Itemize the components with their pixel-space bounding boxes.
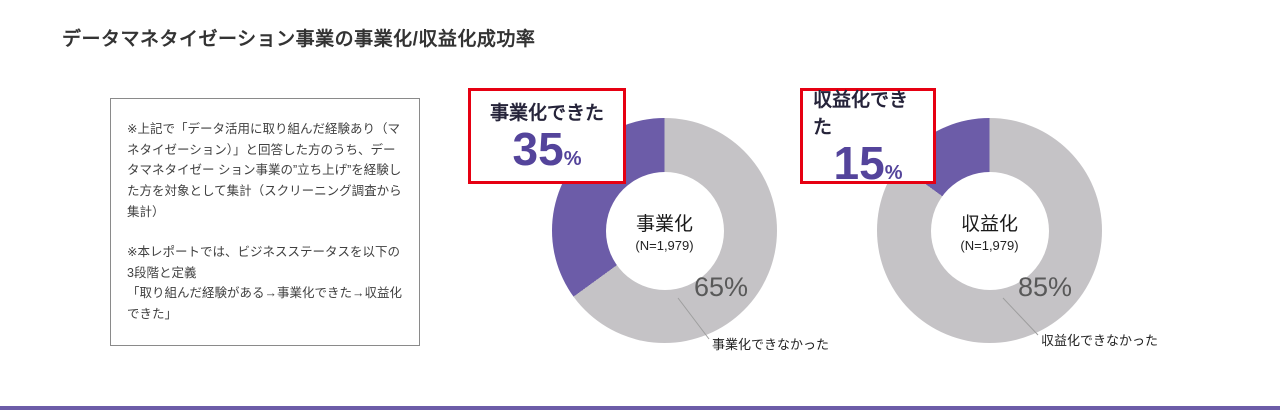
slice-percent-label: 65% <box>694 272 749 302</box>
callout-label: 収益化できた <box>813 89 909 138</box>
donut-hole: 収益化 (N=1,979) <box>930 171 1049 290</box>
footer-accent-bar <box>0 406 1280 410</box>
donut-center-title: 事業化 <box>635 213 693 235</box>
percent-sign: % <box>563 148 582 171</box>
note-paragraph: ※上記で「データ活用に取り組んだ経験あり（マネタイゼーション）」と回答した方のう… <box>127 122 402 219</box>
note-paragraph: ※本レポートでは、ビジネスステータスを以下の3段階と定義 「取り組んだ経験がある… <box>127 245 403 321</box>
donut-center-title: 収益化 <box>960 213 1018 235</box>
callout-label: 事業化できた <box>489 103 604 125</box>
donut-sample-size: (N=1,979) <box>635 237 694 253</box>
percent-sign: % <box>884 161 903 184</box>
callout-value: 35% <box>513 125 582 173</box>
note-box: ※上記で「データ活用に取り組んだ経験あり（マネタイゼーション）」と回答した方のう… <box>110 98 420 346</box>
slice-caption: 収益化できなかった <box>1041 333 1159 348</box>
page-title: データマネタイゼーション事業の事業化/収益化成功率 <box>62 29 536 50</box>
slice-caption: 事業化できなかった <box>712 337 830 352</box>
donut-hole: 事業化 (N=1,979) <box>605 171 724 290</box>
callout-number: 15 <box>833 136 885 189</box>
donut-sample-size: (N=1,979) <box>960 237 1019 253</box>
callout-box-monetization: 収益化できた 15% <box>800 88 936 187</box>
callout-box-business: 事業化できた 35% <box>468 88 626 184</box>
slice-percent-label: 85% <box>1018 272 1073 302</box>
callout-number: 35 <box>512 123 564 176</box>
callout-value: 15% <box>834 139 903 187</box>
